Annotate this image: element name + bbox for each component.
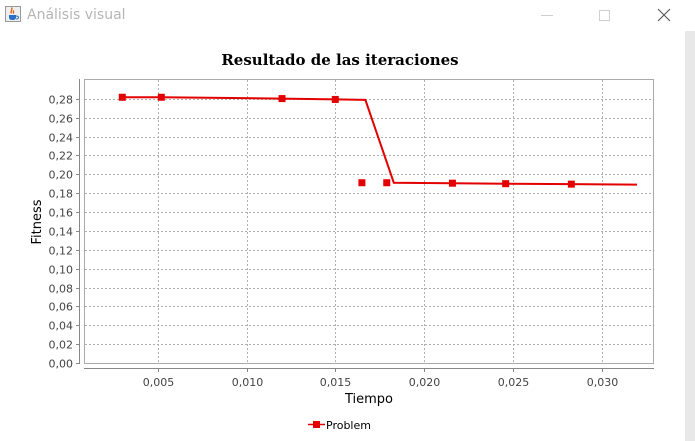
title-bar: Análisis visual — [0, 0, 695, 31]
fitness-chart: Resultado de las iteraciones 0,005 0,010 0… — [30, 51, 654, 432]
y-tick-label: 0,06 — [49, 301, 74, 314]
y-tick-label: 0,12 — [49, 245, 74, 258]
series-problem — [118, 93, 638, 188]
x-axis-label: Tiempo — [344, 392, 393, 407]
y-tick-label: 0,20 — [49, 169, 74, 182]
minimize-icon — [541, 15, 553, 16]
y-tick-label: 0,24 — [49, 132, 74, 145]
maximize-button[interactable] — [580, 0, 626, 31]
x-tick-label: 0,015 — [320, 376, 352, 389]
minimize-button[interactable] — [524, 0, 570, 31]
window-title: Análisis visual — [27, 7, 126, 23]
y-ticks: 0,00 0,02 0,04 0,06 0,08 0,10 0,12 0,14 0,16 0,18… — [49, 94, 79, 371]
x-tick-label: 0,030 — [587, 376, 619, 389]
y-tick-label: 0,18 — [49, 188, 74, 201]
y-tick-label: 0,00 — [49, 358, 74, 371]
chart-title: Resultado de las iteraciones — [221, 51, 458, 69]
plot-area — [84, 79, 654, 364]
chart-panel: Resultado de las iteraciones 0,005 0,010 0… — [0, 31, 685, 441]
data-point-marker — [278, 95, 286, 103]
x-tick-label: 0,010 — [232, 376, 264, 389]
series-line — [122, 96, 638, 186]
y-tick-label: 0,22 — [49, 150, 74, 163]
data-point-marker — [358, 179, 366, 187]
y-axis-label: Fitness — [30, 199, 45, 244]
x-tick-label: 0,005 — [143, 376, 175, 389]
grid — [85, 80, 653, 364]
data-point-marker — [118, 93, 126, 101]
legend-label: Problem — [326, 419, 371, 432]
maximize-icon — [599, 10, 610, 21]
java-cup-icon — [5, 6, 21, 22]
window-edge — [685, 31, 695, 441]
close-icon — [657, 8, 671, 22]
data-point-marker — [567, 180, 575, 188]
y-tick-label: 0,28 — [49, 94, 74, 107]
y-tick-label: 0,10 — [49, 264, 74, 277]
y-tick-label: 0,14 — [49, 226, 74, 239]
y-tick-label: 0,26 — [49, 113, 74, 126]
y-tick-label: 0,16 — [49, 207, 74, 220]
close-button[interactable] — [640, 0, 686, 31]
y-tick-label: 0,04 — [49, 320, 74, 333]
legend-swatch-marker — [313, 421, 320, 428]
x-tick-label: 0,020 — [409, 376, 441, 389]
data-point-marker — [502, 180, 510, 188]
x-ticks: 0,005 0,010 0,015 0,020 0,025 0,030 — [143, 369, 619, 389]
data-point-marker — [383, 179, 391, 187]
data-point-marker — [157, 93, 165, 101]
x-tick-label: 0,025 — [498, 376, 530, 389]
y-tick-label: 0,02 — [49, 339, 74, 352]
data-point-marker — [331, 95, 339, 103]
y-tick-label: 0,08 — [49, 283, 74, 296]
legend: Problem — [308, 419, 371, 432]
data-point-marker — [448, 179, 456, 187]
